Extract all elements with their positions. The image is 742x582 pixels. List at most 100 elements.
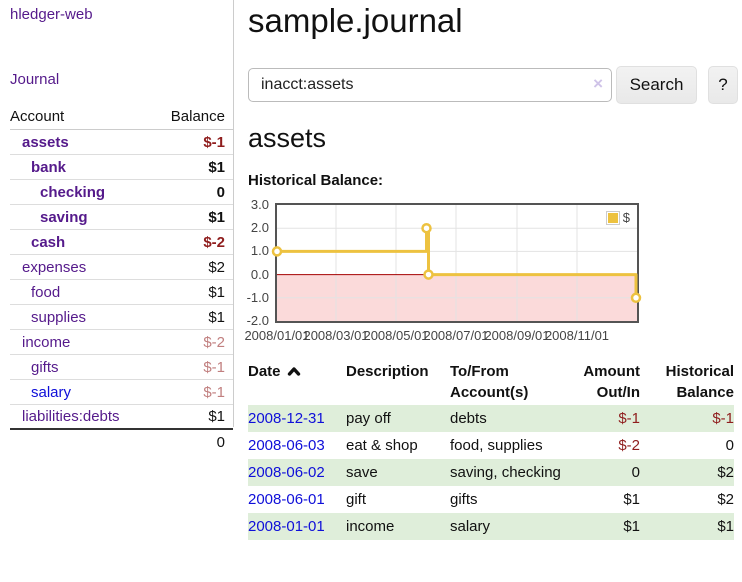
register-description: gift (346, 486, 450, 513)
chart-y-tick-label: 3.0 (229, 197, 269, 212)
register-row: 2008-06-01 gift gifts $1 $2 (248, 486, 734, 513)
accounts-table-header: Account Balance (10, 104, 233, 130)
account-link[interactable]: liabilities:debts (10, 408, 120, 425)
register-amount: 0 (562, 459, 640, 486)
chart-x-tick-label: 2008/11/01 (540, 328, 614, 343)
account-row: assets $-1 (10, 130, 233, 155)
account-balance: $-1 (203, 359, 225, 376)
account-row: gifts $-1 (10, 355, 233, 380)
register-col-description: Description (346, 361, 450, 405)
help-button[interactable]: ? (708, 66, 738, 104)
account-row: saving $1 (10, 205, 233, 230)
register-col-amount: Amount Out/In (562, 361, 640, 405)
account-link[interactable]: salary (10, 384, 71, 401)
register-amount: $1 (562, 486, 640, 513)
register-balance: $-1 (640, 405, 734, 432)
sidebar-divider (233, 0, 234, 427)
account-balance: $1 (208, 284, 225, 301)
account-link[interactable]: checking (10, 184, 105, 201)
accounts-total-value: 0 (217, 434, 225, 451)
search-bar: × Search ? (248, 66, 742, 104)
account-link[interactable]: bank (10, 159, 66, 176)
account-link[interactable]: food (10, 284, 60, 301)
account-row: cash $-2 (10, 230, 233, 255)
register-balance: 0 (640, 432, 734, 459)
account-row: checking 0 (10, 180, 233, 205)
register-date-link[interactable]: 2008-06-01 (248, 491, 325, 508)
chart-title: Historical Balance: (248, 172, 383, 189)
account-row: liabilities:debts $1 (10, 405, 233, 430)
accounts-col-balance: Balance (171, 108, 225, 125)
account-heading: assets (248, 121, 326, 155)
account-link[interactable]: income (10, 334, 70, 351)
account-row: bank $1 (10, 155, 233, 180)
register-table: Date Description To/From Account(s) Amou… (248, 361, 734, 540)
register-amount: $-2 (562, 432, 640, 459)
register-description: income (346, 513, 450, 540)
register-accounts: salary (450, 513, 562, 540)
page-title: sample.journal (248, 1, 463, 41)
account-link[interactable]: gifts (10, 359, 59, 376)
register-balance: $2 (640, 459, 734, 486)
account-balance: 0 (217, 184, 225, 201)
chart-y-tick-label: -1.0 (229, 290, 269, 305)
register-description: eat & shop (346, 432, 450, 459)
register-date-link[interactable]: 2008-06-02 (248, 464, 325, 481)
accounts-total-row: 0 (10, 430, 233, 451)
account-row: expenses $2 (10, 255, 233, 280)
register-date-link[interactable]: 2008-01-01 (248, 518, 325, 535)
register-date-link[interactable]: 2008-06-03 (248, 437, 325, 454)
chart-y-tick-label: 2.0 (229, 220, 269, 235)
register-balance: $1 (640, 513, 734, 540)
register-balance: $2 (640, 486, 734, 513)
account-link[interactable]: supplies (10, 309, 86, 326)
clear-search-icon[interactable]: × (593, 75, 603, 92)
account-row: supplies $1 (10, 305, 233, 330)
register-amount: $-1 (562, 405, 640, 432)
historical-balance-chart: $ 3.02.01.00.0-1.0-2.02008/01/012008/03/… (275, 203, 639, 345)
account-row: income $-2 (10, 330, 233, 355)
register-col-date[interactable]: Date (248, 361, 346, 405)
chart-y-tick-label: 1.0 (229, 243, 269, 258)
chart-plot-area: $ (275, 203, 639, 323)
register-description: save (346, 459, 450, 486)
account-balance: $2 (208, 259, 225, 276)
search-input[interactable] (248, 68, 612, 102)
register-row: 2008-12-31 pay off debts $-1 $-1 (248, 405, 734, 432)
account-balance: $-1 (203, 134, 225, 151)
register-row: 2008-06-03 eat & shop food, supplies $-2… (248, 432, 734, 459)
legend-series-label: $ (623, 210, 630, 225)
accounts-col-account: Account (10, 108, 64, 125)
register-row: 2008-06-02 save saving, checking 0 $2 (248, 459, 734, 486)
account-balance: $-1 (203, 384, 225, 401)
account-row: salary $-1 (10, 380, 233, 405)
register-row: 2008-01-01 income salary $1 $1 (248, 513, 734, 540)
account-row: food $1 (10, 280, 233, 305)
main-content: sample.journal × Search ? assets Histori… (248, 0, 742, 582)
account-balance: $1 (208, 159, 225, 176)
search-button[interactable]: Search (616, 66, 697, 104)
register-amount: $1 (562, 513, 640, 540)
brand-link[interactable]: hledger-web (10, 6, 93, 23)
nav-journal-link[interactable]: Journal (10, 71, 59, 88)
accounts-table: Account Balance assets $-1 bank $1 check… (10, 104, 233, 451)
chart-legend: $ (606, 210, 630, 225)
account-balance: $1 (208, 309, 225, 326)
register-date-link[interactable]: 2008-12-31 (248, 410, 325, 427)
register-col-balance: Historical Balance (640, 361, 734, 405)
chart-y-tick-label: 0.0 (229, 267, 269, 282)
register-description: pay off (346, 405, 450, 432)
register-accounts: saving, checking (450, 459, 562, 486)
register-col-accounts: To/From Account(s) (450, 361, 562, 405)
legend-swatch (606, 211, 620, 225)
sort-ascending-icon (287, 366, 301, 377)
account-link[interactable]: cash (10, 234, 65, 251)
register-accounts: debts (450, 405, 562, 432)
account-link[interactable]: expenses (10, 259, 86, 276)
chart-y-tick-label: -2.0 (229, 313, 269, 328)
account-link[interactable]: assets (10, 134, 69, 151)
account-balance: $1 (208, 408, 225, 425)
account-link[interactable]: saving (10, 209, 88, 226)
register-accounts: gifts (450, 486, 562, 513)
register-header-row: Date Description To/From Account(s) Amou… (248, 361, 734, 405)
